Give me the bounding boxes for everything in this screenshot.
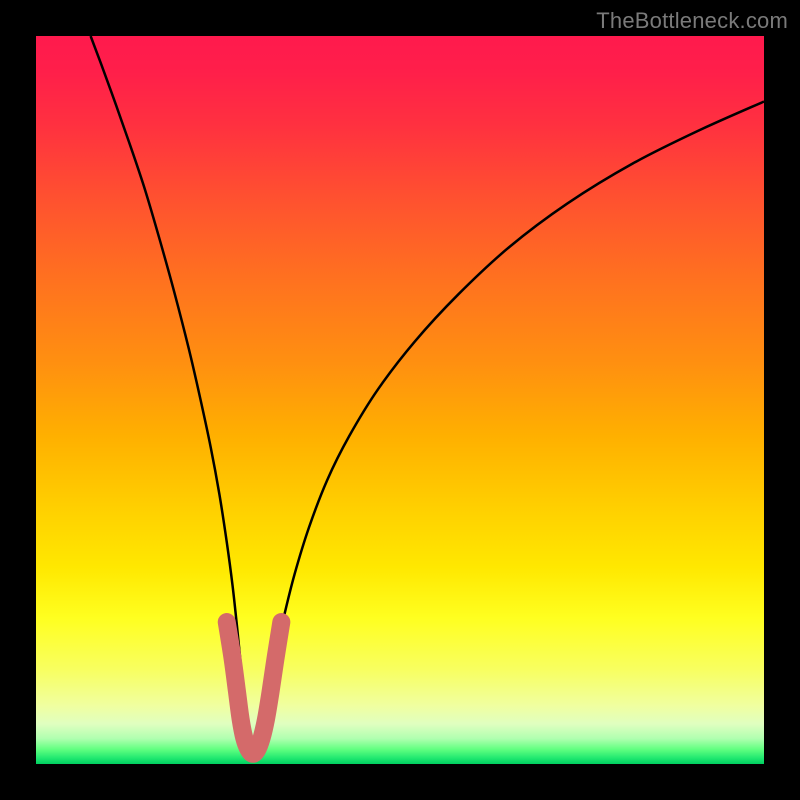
highlight-u-curve [227, 622, 282, 754]
right-branch-curve [253, 102, 764, 756]
curve-layer [36, 36, 764, 764]
watermark-text: TheBottleneck.com [596, 8, 788, 34]
plot-area [36, 36, 764, 764]
